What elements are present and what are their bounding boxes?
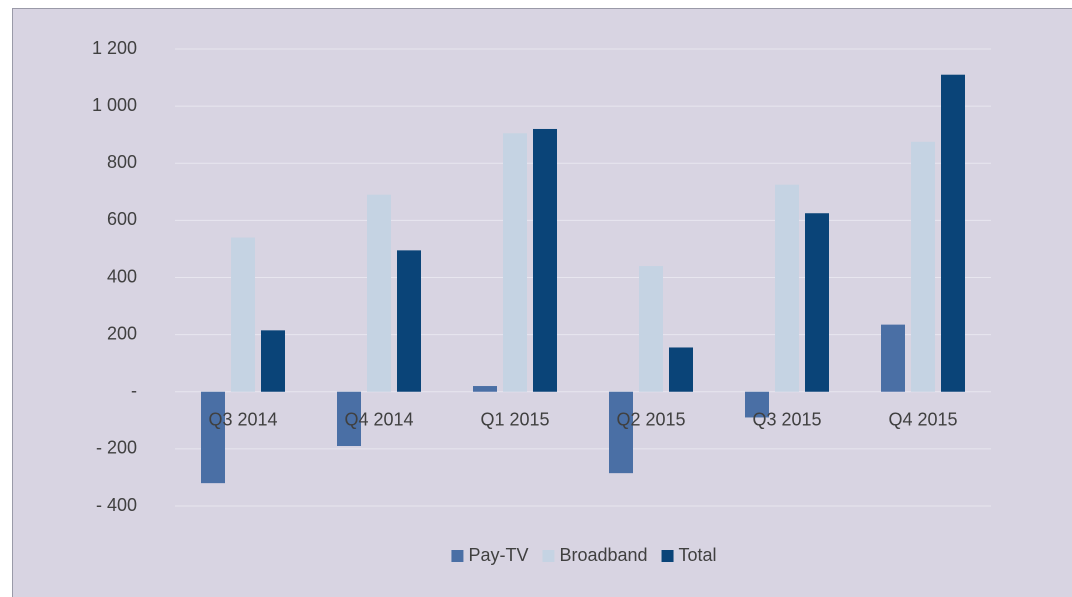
y-tick-label: 600 — [107, 209, 137, 229]
y-tick-label: - 400 — [96, 495, 137, 515]
grid — [175, 48, 991, 507]
bar — [805, 213, 829, 392]
bar — [503, 133, 527, 392]
labels: - 400 - 200 - 200 400 600 800 1 000 1 200 Q3 2014… — [92, 38, 958, 515]
legend-swatch — [542, 550, 555, 562]
bar — [533, 128, 557, 392]
legend-label: Pay-TV — [468, 545, 528, 565]
y-tick-label: - 200 — [96, 438, 137, 458]
legend-label: Total — [679, 545, 717, 565]
x-tick-label: Q2 2015 — [616, 410, 685, 430]
x-tick-label: Q4 2015 — [888, 410, 957, 430]
bar — [911, 141, 935, 392]
bar — [201, 391, 225, 484]
bar — [745, 391, 769, 418]
bar — [337, 391, 361, 447]
plot — [201, 74, 965, 484]
y-tick-label: 1 200 — [92, 38, 137, 58]
bar — [639, 266, 663, 392]
legend: Pay-TV Broadband Total — [451, 545, 717, 565]
x-tick-label: Q1 2015 — [480, 410, 549, 430]
y-tick-label: 800 — [107, 152, 137, 172]
bar — [473, 386, 497, 392]
y-tick-label: - — [131, 381, 137, 401]
legend-swatch — [661, 550, 674, 562]
bar — [397, 250, 421, 392]
bar — [941, 74, 965, 392]
y-tick-label: 400 — [107, 266, 137, 286]
bar — [775, 184, 799, 392]
bar — [669, 347, 693, 392]
bar — [609, 391, 633, 474]
bar — [881, 324, 905, 392]
y-tick-label: 1 000 — [92, 95, 137, 115]
x-tick-label: Q4 2014 — [344, 410, 413, 430]
legend-swatch — [451, 550, 464, 562]
bar — [261, 330, 285, 392]
bar — [367, 194, 391, 392]
bar — [231, 237, 255, 392]
x-tick-label: Q3 2014 — [208, 410, 277, 430]
y-tick-label: 200 — [107, 323, 137, 343]
x-tick-label: Q3 2015 — [752, 410, 821, 430]
legend-label: Broadband — [559, 545, 647, 565]
